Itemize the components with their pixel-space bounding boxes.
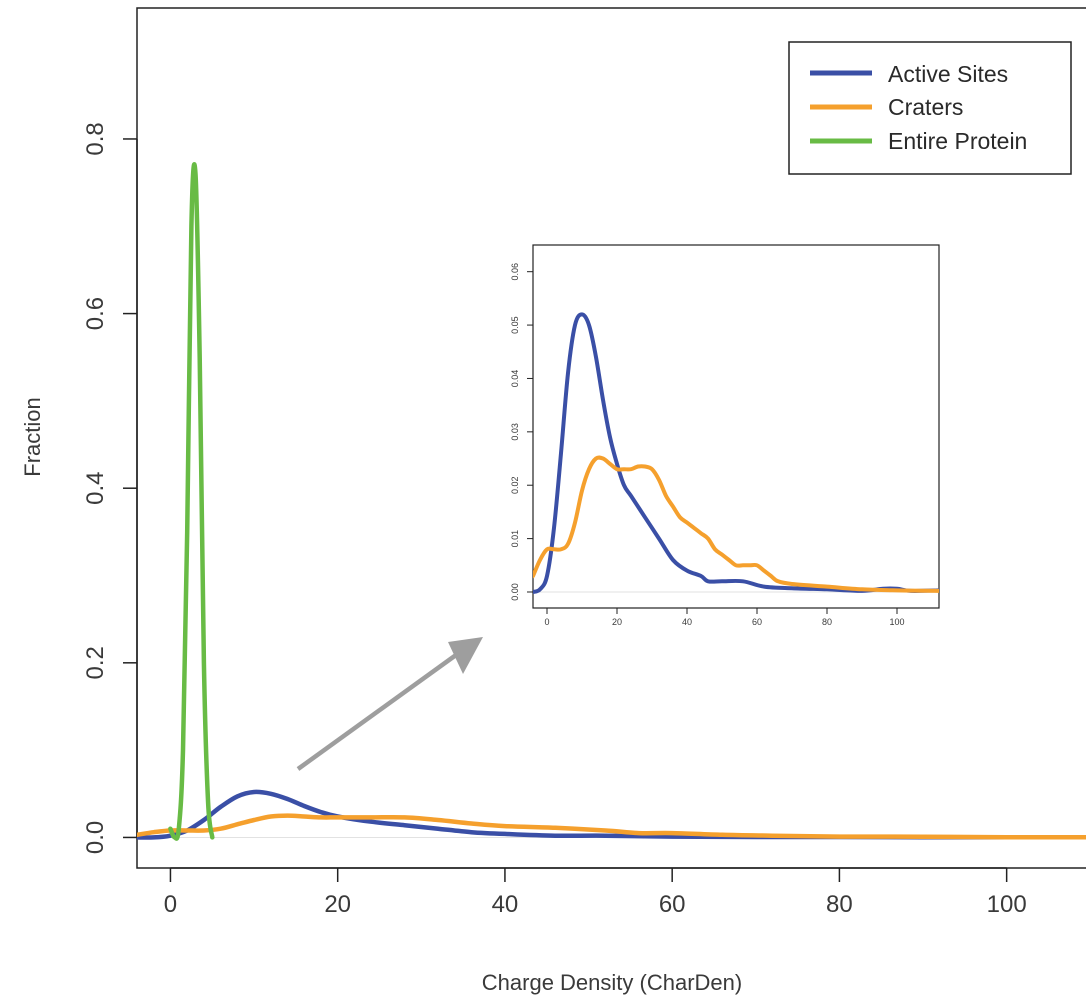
legend-label-active-sites: Active Sites	[888, 61, 1008, 87]
inset-y-tick-label: 0.04	[510, 370, 520, 388]
main-x-tick-label: 60	[659, 891, 686, 918]
inset-y-tick-label: 0.00	[510, 583, 520, 601]
inset-y-tick-label: 0.01	[510, 530, 520, 548]
zoom-arrow-head	[448, 637, 483, 674]
zoom-arrow-shaft	[296, 653, 458, 771]
zoom-arrow	[296, 637, 483, 771]
main-y-tick-label: 0.6	[82, 297, 109, 330]
inset-series-craters	[533, 455, 939, 593]
main-y-tick-label: 0.4	[82, 472, 109, 505]
main-x-tick-label: 20	[324, 891, 351, 918]
inset-x-tick-label: 60	[752, 617, 762, 627]
inset-y-tick-label: 0.06	[510, 263, 520, 281]
inset-plot-frame	[532, 244, 940, 609]
main-y-tick-label: 0.0	[82, 821, 109, 854]
main-series-entire-protein	[168, 162, 215, 841]
inset-y-tick-label: 0.05	[510, 316, 520, 334]
y-axis-label: Fraction	[20, 397, 45, 476]
main-x-tick-label: 40	[492, 891, 519, 918]
main-series-craters	[137, 813, 1086, 840]
main-y-tick-label: 0.2	[82, 646, 109, 679]
legend-label-craters: Craters	[888, 94, 963, 120]
inset-x-tick-label: 40	[682, 617, 692, 627]
main-x-tick-label: 0	[164, 891, 177, 918]
legend-label-entire-protein: Entire Protein	[888, 128, 1027, 154]
main-x-tick-label: 100	[987, 891, 1027, 918]
inset-x-tick-label: 20	[612, 617, 622, 627]
main-plot: 0 20 40 60 80 100 0.0 0.2 0.4 0.6 0.8	[82, 122, 1086, 918]
inset-y-tick-label: 0.03	[510, 423, 520, 441]
inset-x-tick-label: 100	[889, 617, 904, 627]
inset-series-active-sites	[533, 312, 939, 594]
inset-y-tick-label: 0.02	[510, 476, 520, 494]
legend: Active Sites Craters Entire Protein	[788, 41, 1072, 175]
inset-x-tick-label: 0	[544, 617, 549, 627]
inset-plot: 0 20 40 60 80 100 0.00 0.01 0.02 0.03 0.04 0.05 0.06	[510, 263, 939, 627]
main-y-tick-label: 0.8	[82, 122, 109, 155]
inset-x-tick-label: 80	[822, 617, 832, 627]
main-x-tick-label: 80	[826, 891, 853, 918]
x-axis-label: Charge Density (CharDen)	[482, 970, 742, 995]
